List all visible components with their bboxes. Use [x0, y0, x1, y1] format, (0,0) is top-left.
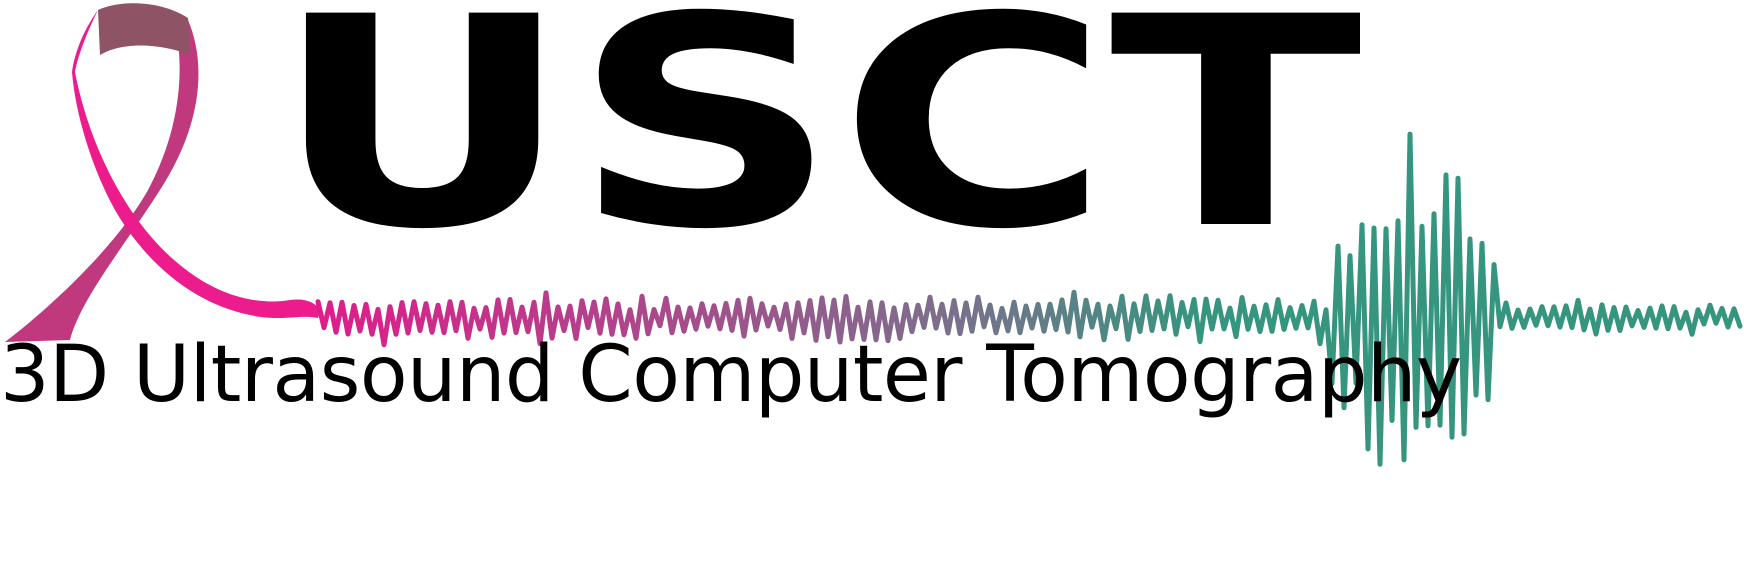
awareness-ribbon-icon [5, 3, 320, 342]
ultrasound-waveform-icon [315, 131, 1743, 467]
tagline: 3D Ultrasound Computer Tomography [0, 330, 1462, 420]
wordmark-text: USCT [272, 0, 1364, 293]
wordmark: USCT [272, 0, 1364, 293]
